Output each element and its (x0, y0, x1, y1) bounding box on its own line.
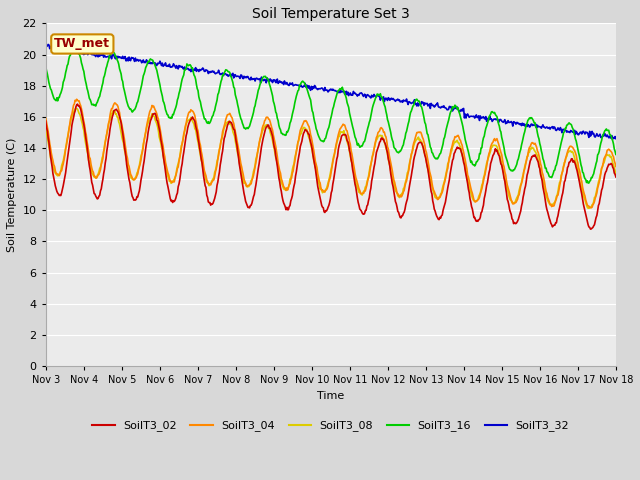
SoilT3_08 (200, 168, 207, 174)
SoilT3_04 (200, 163, 207, 168)
SoilT3_16 (418, 104, 426, 110)
Line: SoilT3_08: SoilT3_08 (46, 108, 616, 208)
Y-axis label: Soil Temperature (C): Soil Temperature (C) (7, 138, 17, 252)
SoilT3_32 (401, 98, 409, 104)
SoilT3_16 (112, 54, 120, 60)
SoilT3_04 (401, 183, 409, 189)
SoilT3_04 (418, 132, 426, 137)
SoilT3_08 (72, 105, 80, 111)
SoilT3_02 (401, 206, 409, 212)
SoilT3_02 (170, 198, 177, 204)
Line: SoilT3_04: SoilT3_04 (46, 99, 616, 208)
Title: Soil Temperature Set 3: Soil Temperature Set 3 (252, 7, 410, 21)
SoilT3_32 (418, 99, 426, 105)
SoilT3_16 (170, 112, 177, 118)
SoilT3_04 (170, 179, 177, 185)
SoilT3_08 (52, 171, 60, 177)
SoilT3_08 (401, 181, 409, 187)
SoilT3_32 (200, 66, 207, 72)
Legend: SoilT3_02, SoilT3_04, SoilT3_08, SoilT3_16, SoilT3_32: SoilT3_02, SoilT3_04, SoilT3_08, SoilT3_… (88, 416, 573, 436)
SoilT3_08 (584, 205, 592, 211)
SoilT3_32 (612, 136, 620, 142)
SoilT3_04 (588, 205, 595, 211)
SoilT3_04 (112, 100, 120, 106)
SoilT3_02 (200, 173, 207, 179)
SoilT3_32 (170, 61, 177, 67)
SoilT3_32 (53, 45, 61, 51)
Line: SoilT3_32: SoilT3_32 (46, 45, 616, 139)
SoilT3_02 (418, 140, 426, 146)
SoilT3_02 (587, 226, 595, 232)
SoilT3_16 (52, 98, 60, 104)
SoilT3_16 (70, 43, 78, 49)
Text: TW_met: TW_met (54, 37, 110, 50)
Line: SoilT3_02: SoilT3_02 (46, 104, 616, 229)
SoilT3_08 (112, 111, 120, 117)
SoilT3_16 (200, 113, 207, 119)
SoilT3_32 (42, 42, 50, 48)
SoilT3_08 (612, 172, 620, 178)
SoilT3_32 (112, 56, 120, 61)
X-axis label: Time: Time (317, 391, 344, 401)
SoilT3_04 (52, 171, 60, 177)
SoilT3_02 (42, 118, 50, 124)
SoilT3_16 (612, 152, 620, 157)
SoilT3_08 (170, 178, 177, 183)
SoilT3_16 (584, 180, 592, 186)
Line: SoilT3_16: SoilT3_16 (46, 46, 616, 183)
SoilT3_08 (418, 139, 426, 144)
SoilT3_02 (112, 107, 120, 113)
SoilT3_16 (42, 64, 50, 70)
SoilT3_02 (52, 186, 60, 192)
SoilT3_02 (612, 174, 620, 180)
SoilT3_04 (42, 116, 50, 121)
SoilT3_16 (401, 135, 409, 141)
SoilT3_04 (73, 96, 81, 102)
SoilT3_32 (44, 42, 52, 48)
SoilT3_04 (612, 164, 620, 169)
SoilT3_02 (74, 101, 81, 107)
SoilT3_08 (42, 126, 50, 132)
